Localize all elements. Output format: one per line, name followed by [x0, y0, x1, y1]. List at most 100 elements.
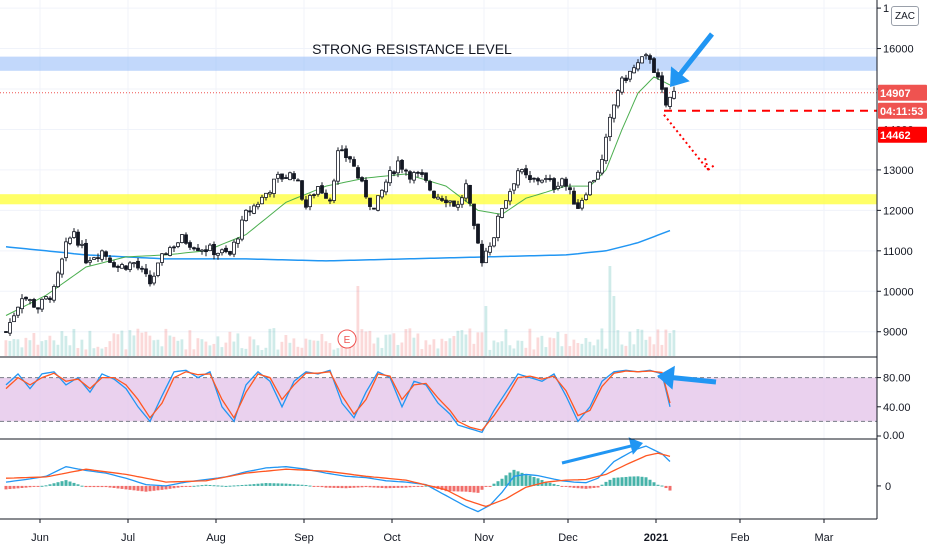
candle-body [548, 178, 552, 181]
candle-body [244, 209, 248, 221]
volume-bar [468, 328, 472, 356]
stochastic-pane[interactable] [0, 365, 877, 434]
volume-bar [236, 333, 240, 356]
macd-histogram-bar [664, 485, 668, 489]
volume-bar [260, 349, 264, 356]
price-tag-label: 14462 [880, 130, 911, 142]
volume-bar [108, 341, 112, 356]
volume-bar [4, 340, 8, 356]
volume-bar [632, 344, 636, 356]
macd-histogram-bar [204, 484, 208, 486]
price-axis[interactable]: 1160001500014000130001200011000100009000 [877, 3, 914, 339]
price-tag-label: 14907 [880, 88, 911, 100]
macd-pane[interactable] [4, 437, 672, 513]
blue-arrow-main-icon[interactable] [670, 32, 714, 87]
price-pane[interactable]: STRONG RESISTANCE LEVEL E [0, 0, 877, 518]
candle-body [56, 272, 60, 288]
dotted-forecast-arrow[interactable] [663, 114, 717, 171]
macd-histogram-bar [316, 485, 320, 487]
macd-histogram-bar [652, 482, 656, 486]
volume-bar [600, 328, 604, 356]
volume-bar [40, 341, 44, 356]
volume-bar [452, 335, 456, 356]
candle-body [476, 223, 480, 244]
volume-bar [380, 347, 384, 356]
volume-bar [100, 348, 104, 356]
macd-histogram-bar [448, 485, 452, 492]
macd-histogram-bar [404, 485, 408, 488]
volume-bar [16, 339, 20, 356]
stochastic-axis[interactable]: 80.00 40.00 0.00 [877, 373, 911, 442]
macd-histogram-bar [632, 476, 636, 486]
candle-body [624, 77, 628, 81]
candle-body [120, 264, 124, 269]
volume-bar [400, 342, 404, 356]
candle-body [376, 195, 380, 211]
candle-body [264, 192, 268, 198]
volume-bar [616, 330, 620, 356]
candle-body [248, 210, 252, 213]
volume-bar [320, 333, 324, 356]
macd-histogram-bar [608, 479, 612, 486]
macd-histogram-bar [492, 483, 496, 486]
resistance-label[interactable]: STRONG RESISTANCE LEVEL [312, 41, 512, 57]
macd-axis[interactable]: 0 [877, 481, 891, 493]
candle-body [60, 258, 64, 275]
candle-body [188, 242, 192, 248]
volume-bar [336, 348, 340, 356]
macd-histogram-bar [72, 482, 76, 486]
volume-bar [448, 338, 452, 356]
time-axis[interactable]: Jun Jul Aug Sep Oct Nov Dec 2021 Feb Mar [31, 519, 834, 544]
volume-bar [660, 344, 664, 356]
volume-bar [64, 335, 68, 356]
earnings-marker[interactable]: E [337, 329, 357, 349]
candle-body [464, 183, 468, 199]
candle-body [280, 173, 284, 180]
candle-body [80, 243, 84, 246]
blue-arrow-stochastic-icon[interactable] [657, 365, 717, 390]
macd-signal-line [5, 452, 671, 508]
candle-body [12, 315, 16, 323]
macd-histogram-bar [24, 485, 28, 488]
candle-body [348, 156, 352, 160]
macd-histogram-bar [300, 484, 304, 486]
macd-histogram-bar [412, 485, 416, 487]
volume-bar [208, 345, 212, 356]
price-tick-label: 13000 [883, 165, 914, 177]
volume-bar [596, 339, 600, 356]
macd-histogram-bar [496, 481, 500, 486]
time-tick-label: Aug [206, 532, 226, 544]
candle-body [268, 192, 272, 195]
candle-body [180, 234, 184, 243]
candle-body [144, 268, 148, 275]
scale-button[interactable]: ZAC [891, 6, 919, 26]
macd-histogram-bar [56, 482, 60, 486]
volume-bar [580, 343, 584, 356]
macd-histogram-bar [200, 485, 204, 487]
candle-body [216, 252, 220, 256]
macd-histogram-bar [188, 485, 192, 487]
candle-body [528, 175, 532, 181]
volume-bar [24, 337, 28, 356]
candle-body [96, 257, 100, 259]
blue-arrow-macd-icon[interactable] [561, 437, 643, 465]
macd-histogram-bar [388, 485, 392, 489]
candle-body [412, 172, 416, 181]
macd-histogram-bar [460, 485, 464, 492]
candle-body [592, 180, 596, 183]
time-tick-label: Feb [731, 532, 750, 544]
macd-histogram-bar [76, 484, 80, 486]
macd-histogram-bar [656, 484, 660, 486]
candle-body [516, 170, 520, 186]
candle-body [352, 159, 356, 167]
volume-bar [500, 341, 504, 356]
volume-bar [532, 349, 536, 356]
candle-body [256, 203, 260, 208]
time-tick-label: Jun [31, 532, 49, 544]
volume-bar [140, 332, 144, 356]
candle-body [168, 247, 172, 256]
candle-body [132, 262, 136, 265]
candle-body [672, 90, 676, 99]
candle-body [284, 177, 288, 179]
